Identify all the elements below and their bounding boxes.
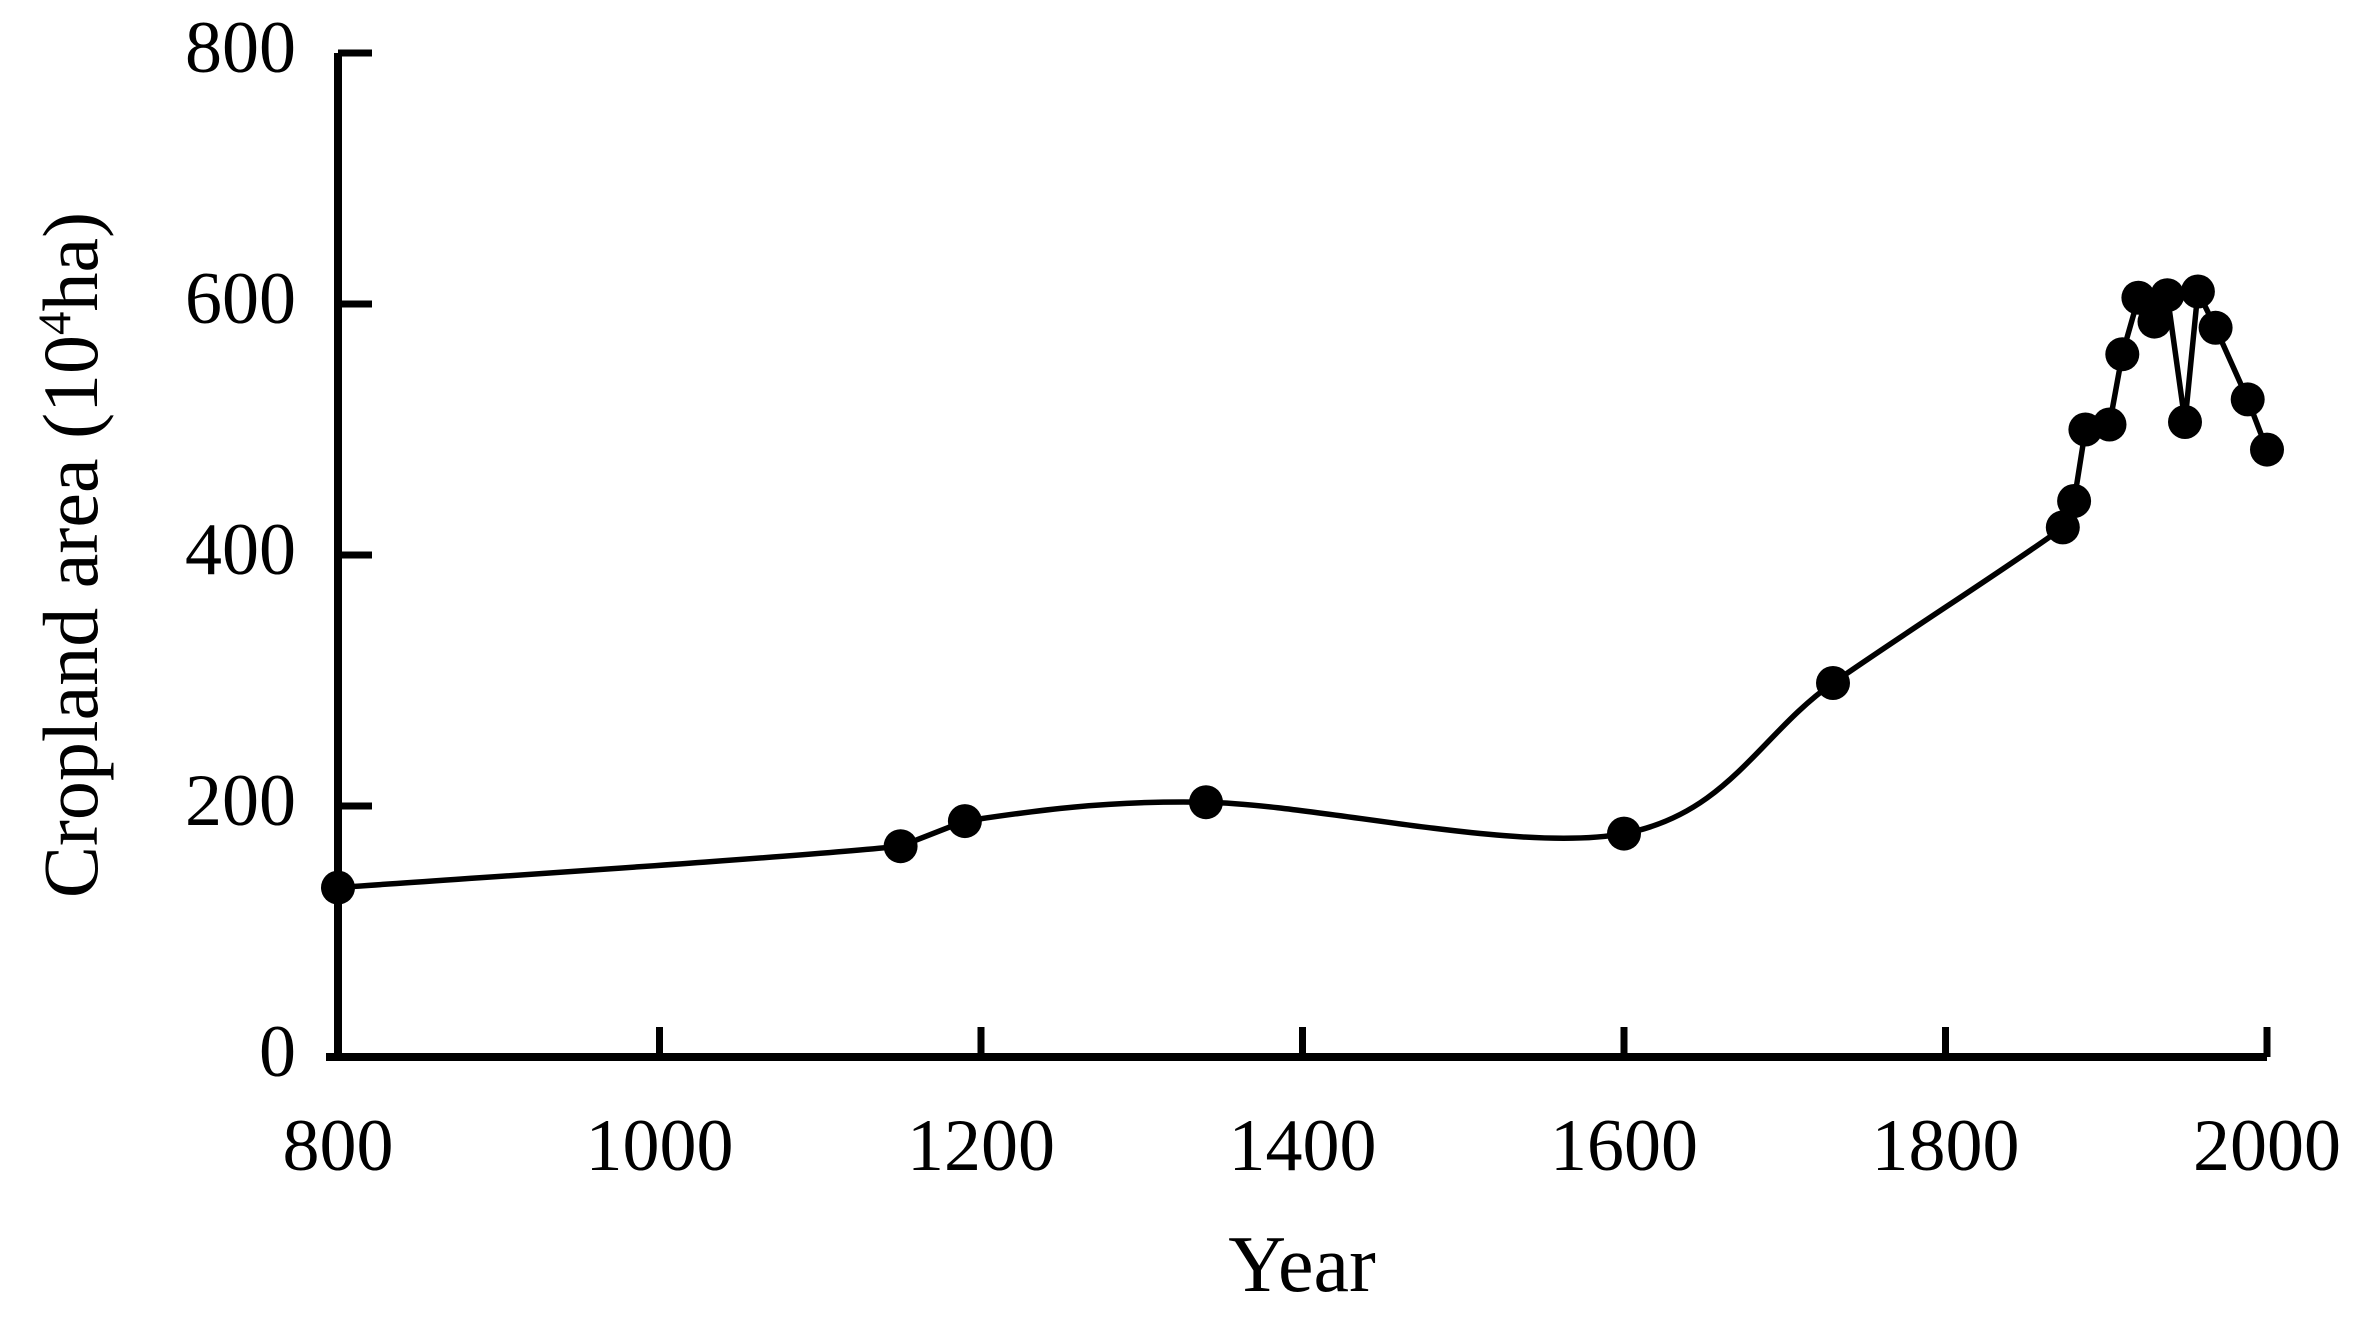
y-axis-tick-label: 200: [185, 760, 296, 842]
data-point-marker: [2121, 280, 2156, 315]
data-point-marker: [2105, 337, 2140, 372]
data-point-marker: [1189, 785, 1223, 820]
y-axis-tick-label: 400: [185, 509, 296, 591]
y-axis-tick-label: 600: [185, 258, 296, 340]
data-point-marker: [2198, 310, 2233, 345]
data-point-marker: [2057, 484, 2092, 518]
data-point-marker: [2137, 304, 2172, 339]
data-point-marker: [2045, 510, 2080, 545]
data-point-marker: [321, 870, 355, 905]
data-point-marker: [1816, 666, 1850, 700]
data-point-marker: [947, 804, 982, 839]
x-axis-tick-label: 800: [282, 1105, 394, 1187]
data-point-marker: [2230, 382, 2265, 417]
y-axis-title-base: Cropland area (10: [27, 334, 114, 899]
y-axis-title: Cropland area (104ha): [16, 212, 114, 898]
data-point-marker: [2168, 405, 2202, 439]
y-axis-tick-label: 800: [185, 7, 296, 89]
x-axis-title: Year: [1228, 1221, 1376, 1309]
y-axis-title-superscript: 4: [29, 311, 81, 335]
data-point-marker: [2250, 432, 2284, 467]
x-axis-tick-label: 1800: [1871, 1105, 2020, 1187]
x-axis-tick-label: 1200: [907, 1105, 1055, 1187]
y-axis-title-suffix: ha): [27, 211, 114, 312]
data-point-marker: [1607, 816, 1641, 851]
y-axis-tick-label: 0: [259, 1011, 296, 1093]
data-point-marker: [2180, 274, 2215, 309]
data-point-marker: [2150, 278, 2185, 313]
x-axis-tick-label: 1000: [585, 1105, 734, 1187]
data-point-marker: [2092, 407, 2127, 442]
data-point-marker: [883, 829, 918, 864]
x-axis-tick-label: 1400: [1228, 1105, 1377, 1187]
axes-lines: [326, 53, 2267, 1061]
x-axis-tick-label: 1600: [1550, 1105, 1698, 1187]
x-axis-tick-label: 2000: [2193, 1105, 2341, 1187]
data-series-line: [335, 288, 2270, 891]
